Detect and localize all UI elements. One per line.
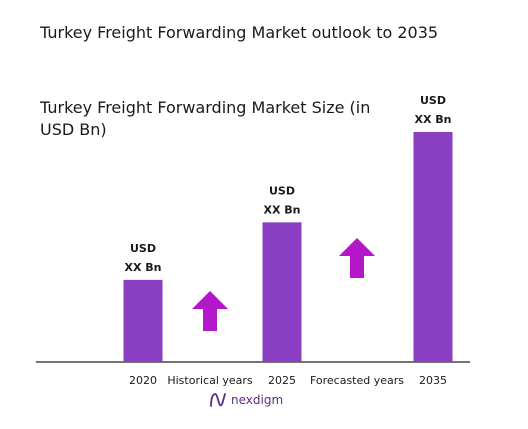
tick-labels-group: 2020 2025 2035 Historical years Forecasted y… [129, 374, 447, 387]
tick-label-2025: 2025 [268, 374, 296, 387]
data-labels-group: USD XX Bn USD XX Bn USD XX Bn [124, 94, 451, 274]
period-label-2: Forecasted years [310, 374, 404, 387]
tick-label-2020: 2020 [129, 374, 157, 387]
up-arrow-icon-2 [339, 238, 375, 278]
data-label-2035-line-1: USD [420, 94, 446, 107]
data-label-2025-line-1: USD [269, 184, 295, 197]
period-arrows-group [192, 238, 375, 331]
data-label-2025-line-2: XX Bn [263, 203, 300, 216]
tick-label-2035: 2035 [419, 374, 447, 387]
bars-group [123, 132, 453, 362]
brand-name: nexdigm [231, 393, 284, 407]
up-arrow-icon-1 [192, 291, 228, 331]
data-label-2035-line-2: XX Bn [414, 113, 451, 126]
bar-2020 [123, 279, 163, 362]
bar-2025 [262, 222, 302, 362]
nexdigm-logo-icon [210, 393, 226, 407]
data-label-2020-line-2: XX Bn [124, 261, 161, 274]
bar-2035 [413, 132, 453, 362]
data-label-2020-line-1: USD [130, 242, 156, 255]
chart-title: Turkey Freight Forwarding Market outlook… [40, 23, 439, 42]
period-label-1: Historical years [167, 374, 253, 387]
chart-subtitle: Turkey Freight Forwarding Market Size (i… [40, 98, 371, 139]
brand-logo: nexdigm [209, 392, 283, 408]
